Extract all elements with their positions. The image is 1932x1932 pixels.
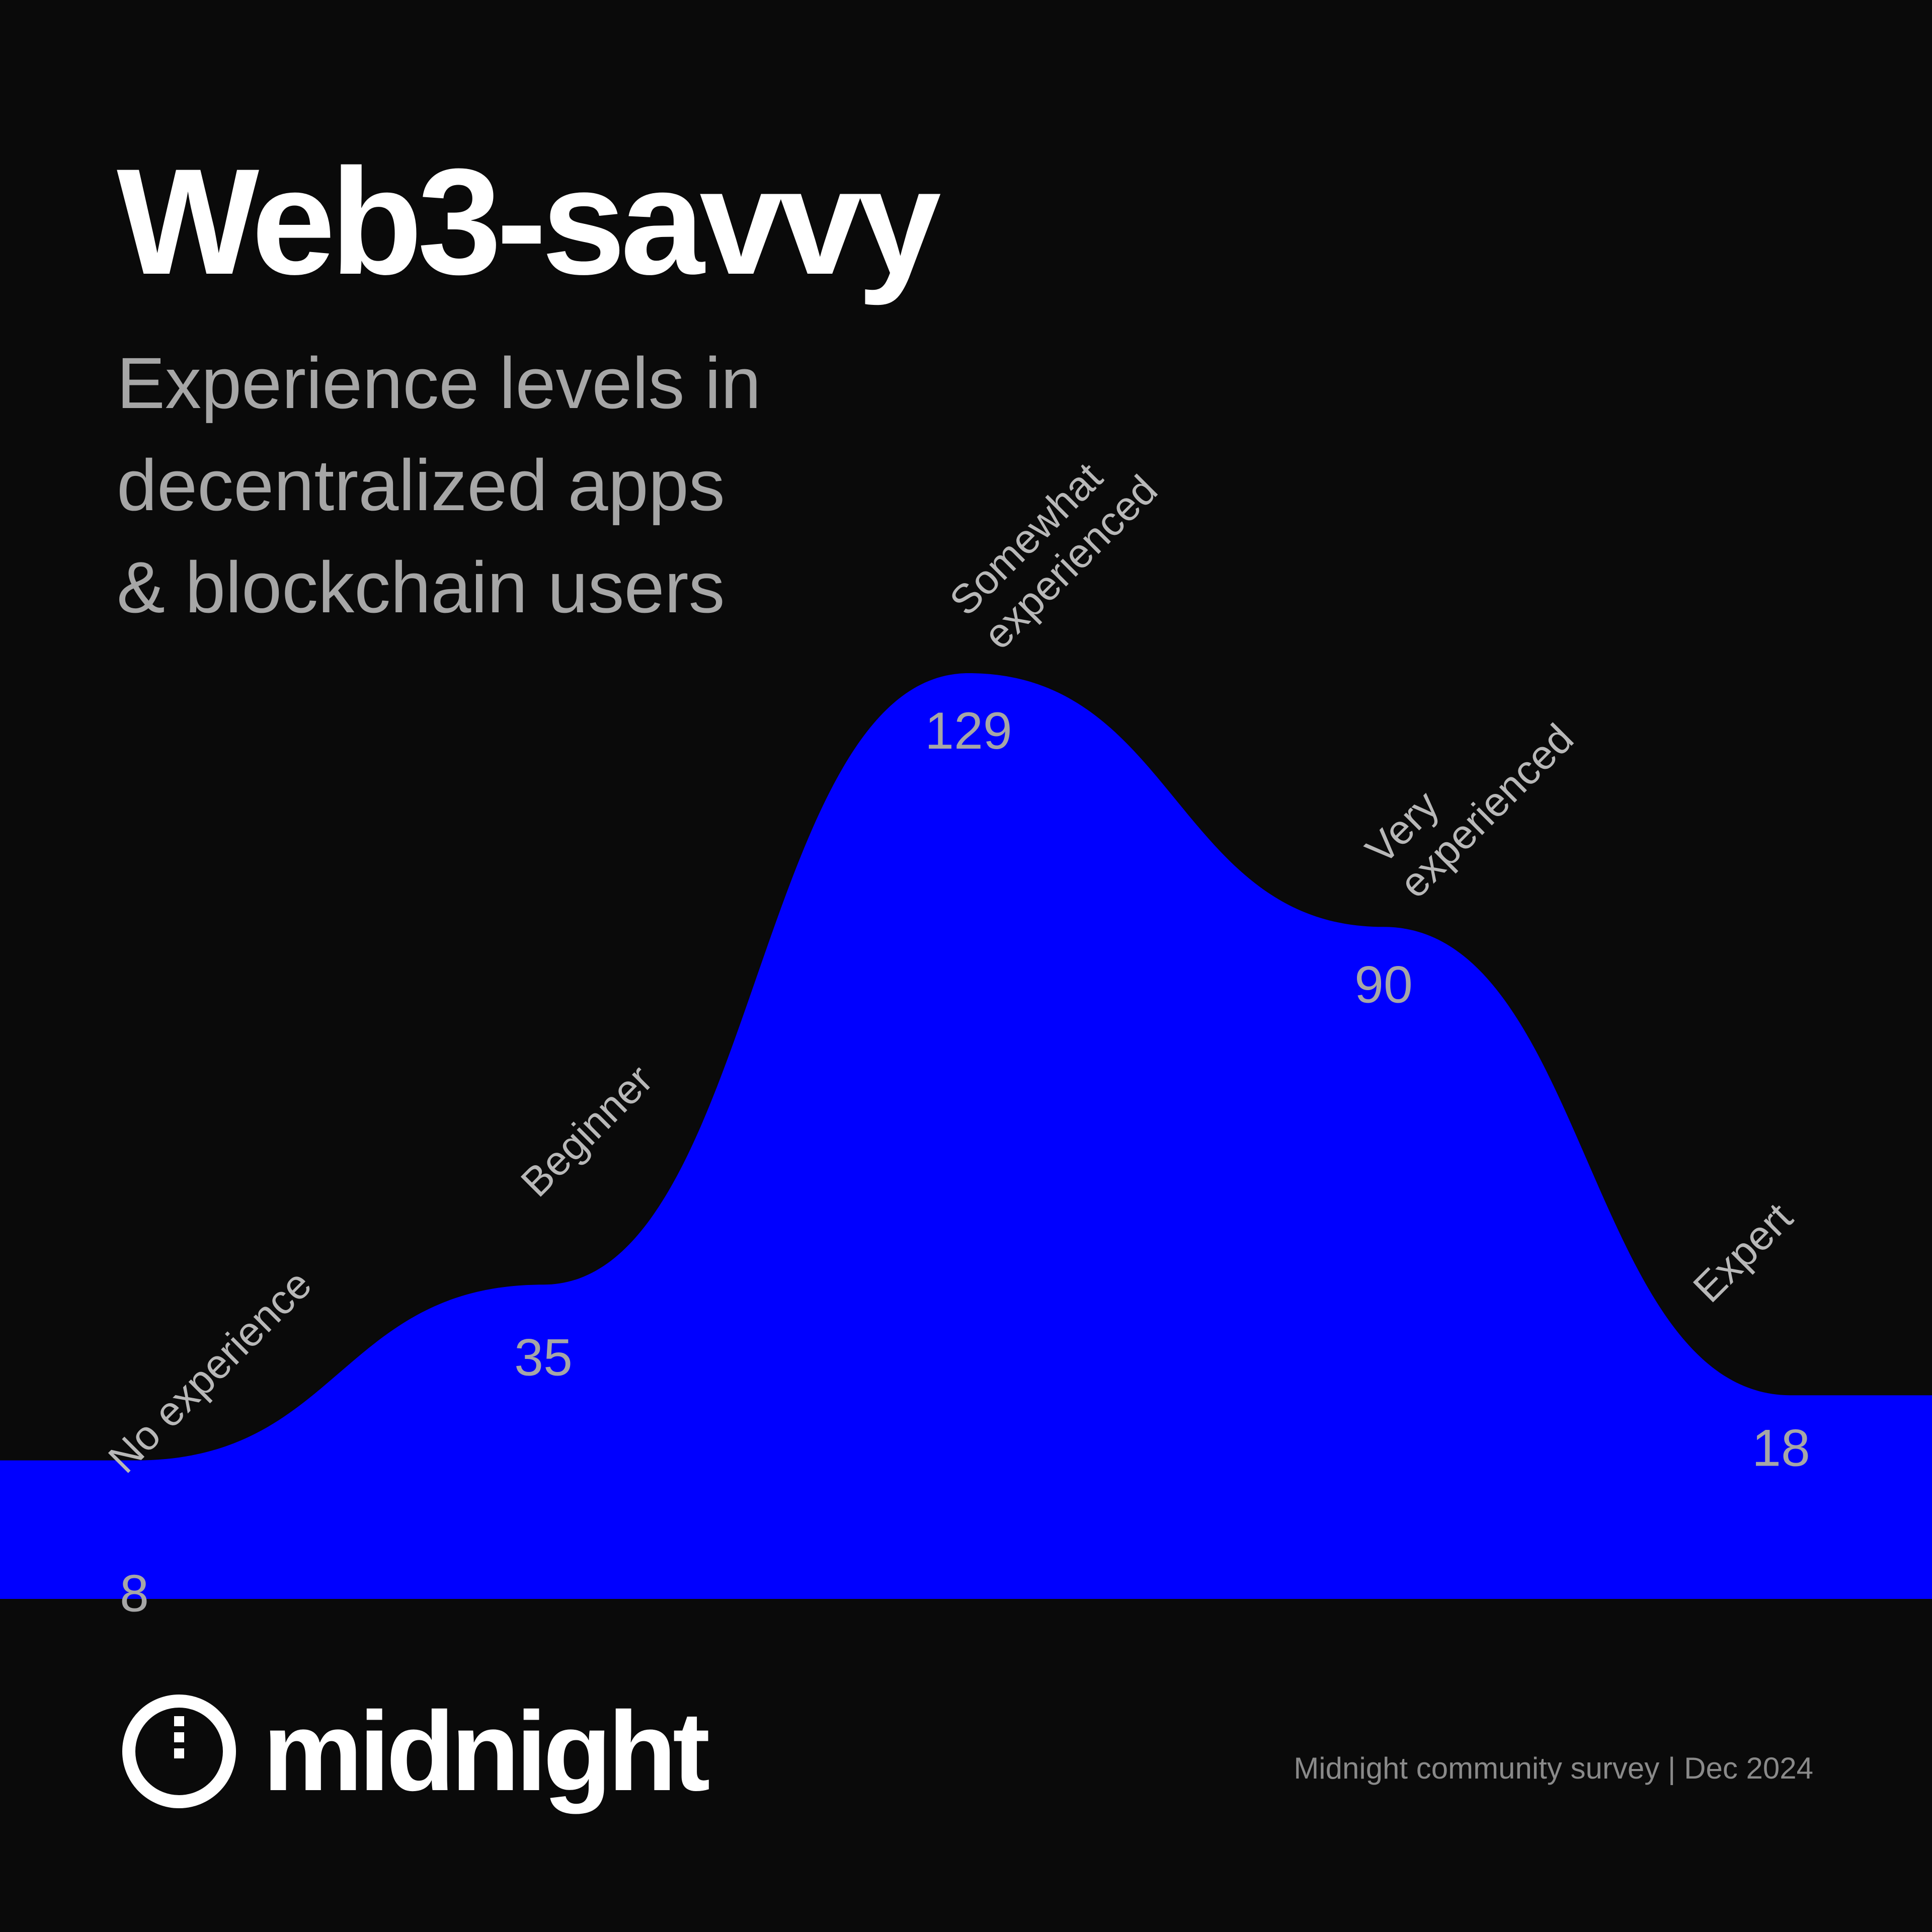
subtitle-line: & blockchain users: [117, 547, 725, 628]
category-label: Somewhatexperienced: [941, 433, 1166, 658]
source-note: Midnight community survey | Dec 2024: [1294, 1751, 1813, 1785]
brand-logo: midnight: [121, 1688, 710, 1814]
subtitle-line: decentralized apps: [117, 445, 725, 526]
category-label: Expert: [1684, 1194, 1801, 1311]
category-label-line: Beginner: [512, 1057, 661, 1205]
value-label: 90: [1354, 955, 1413, 1014]
value-label: 8: [120, 1565, 149, 1623]
value-label: 129: [925, 702, 1012, 760]
chart-subtitle: Experience levels in decentralized apps …: [117, 332, 871, 638]
category-label: Veryexperienced: [1357, 682, 1582, 907]
category-label-line: Expert: [1684, 1194, 1801, 1311]
value-label: 18: [1752, 1419, 1810, 1477]
category-label: Beginner: [512, 1057, 661, 1205]
midnight-logo-icon: [122, 1695, 236, 1808]
brand-name: midnight: [263, 1688, 710, 1814]
subtitle-line: Experience levels in: [117, 343, 761, 424]
value-label: 35: [514, 1328, 573, 1387]
distribution-area: [0, 673, 1932, 1599]
chart-title: Web3-savvy: [117, 137, 941, 306]
